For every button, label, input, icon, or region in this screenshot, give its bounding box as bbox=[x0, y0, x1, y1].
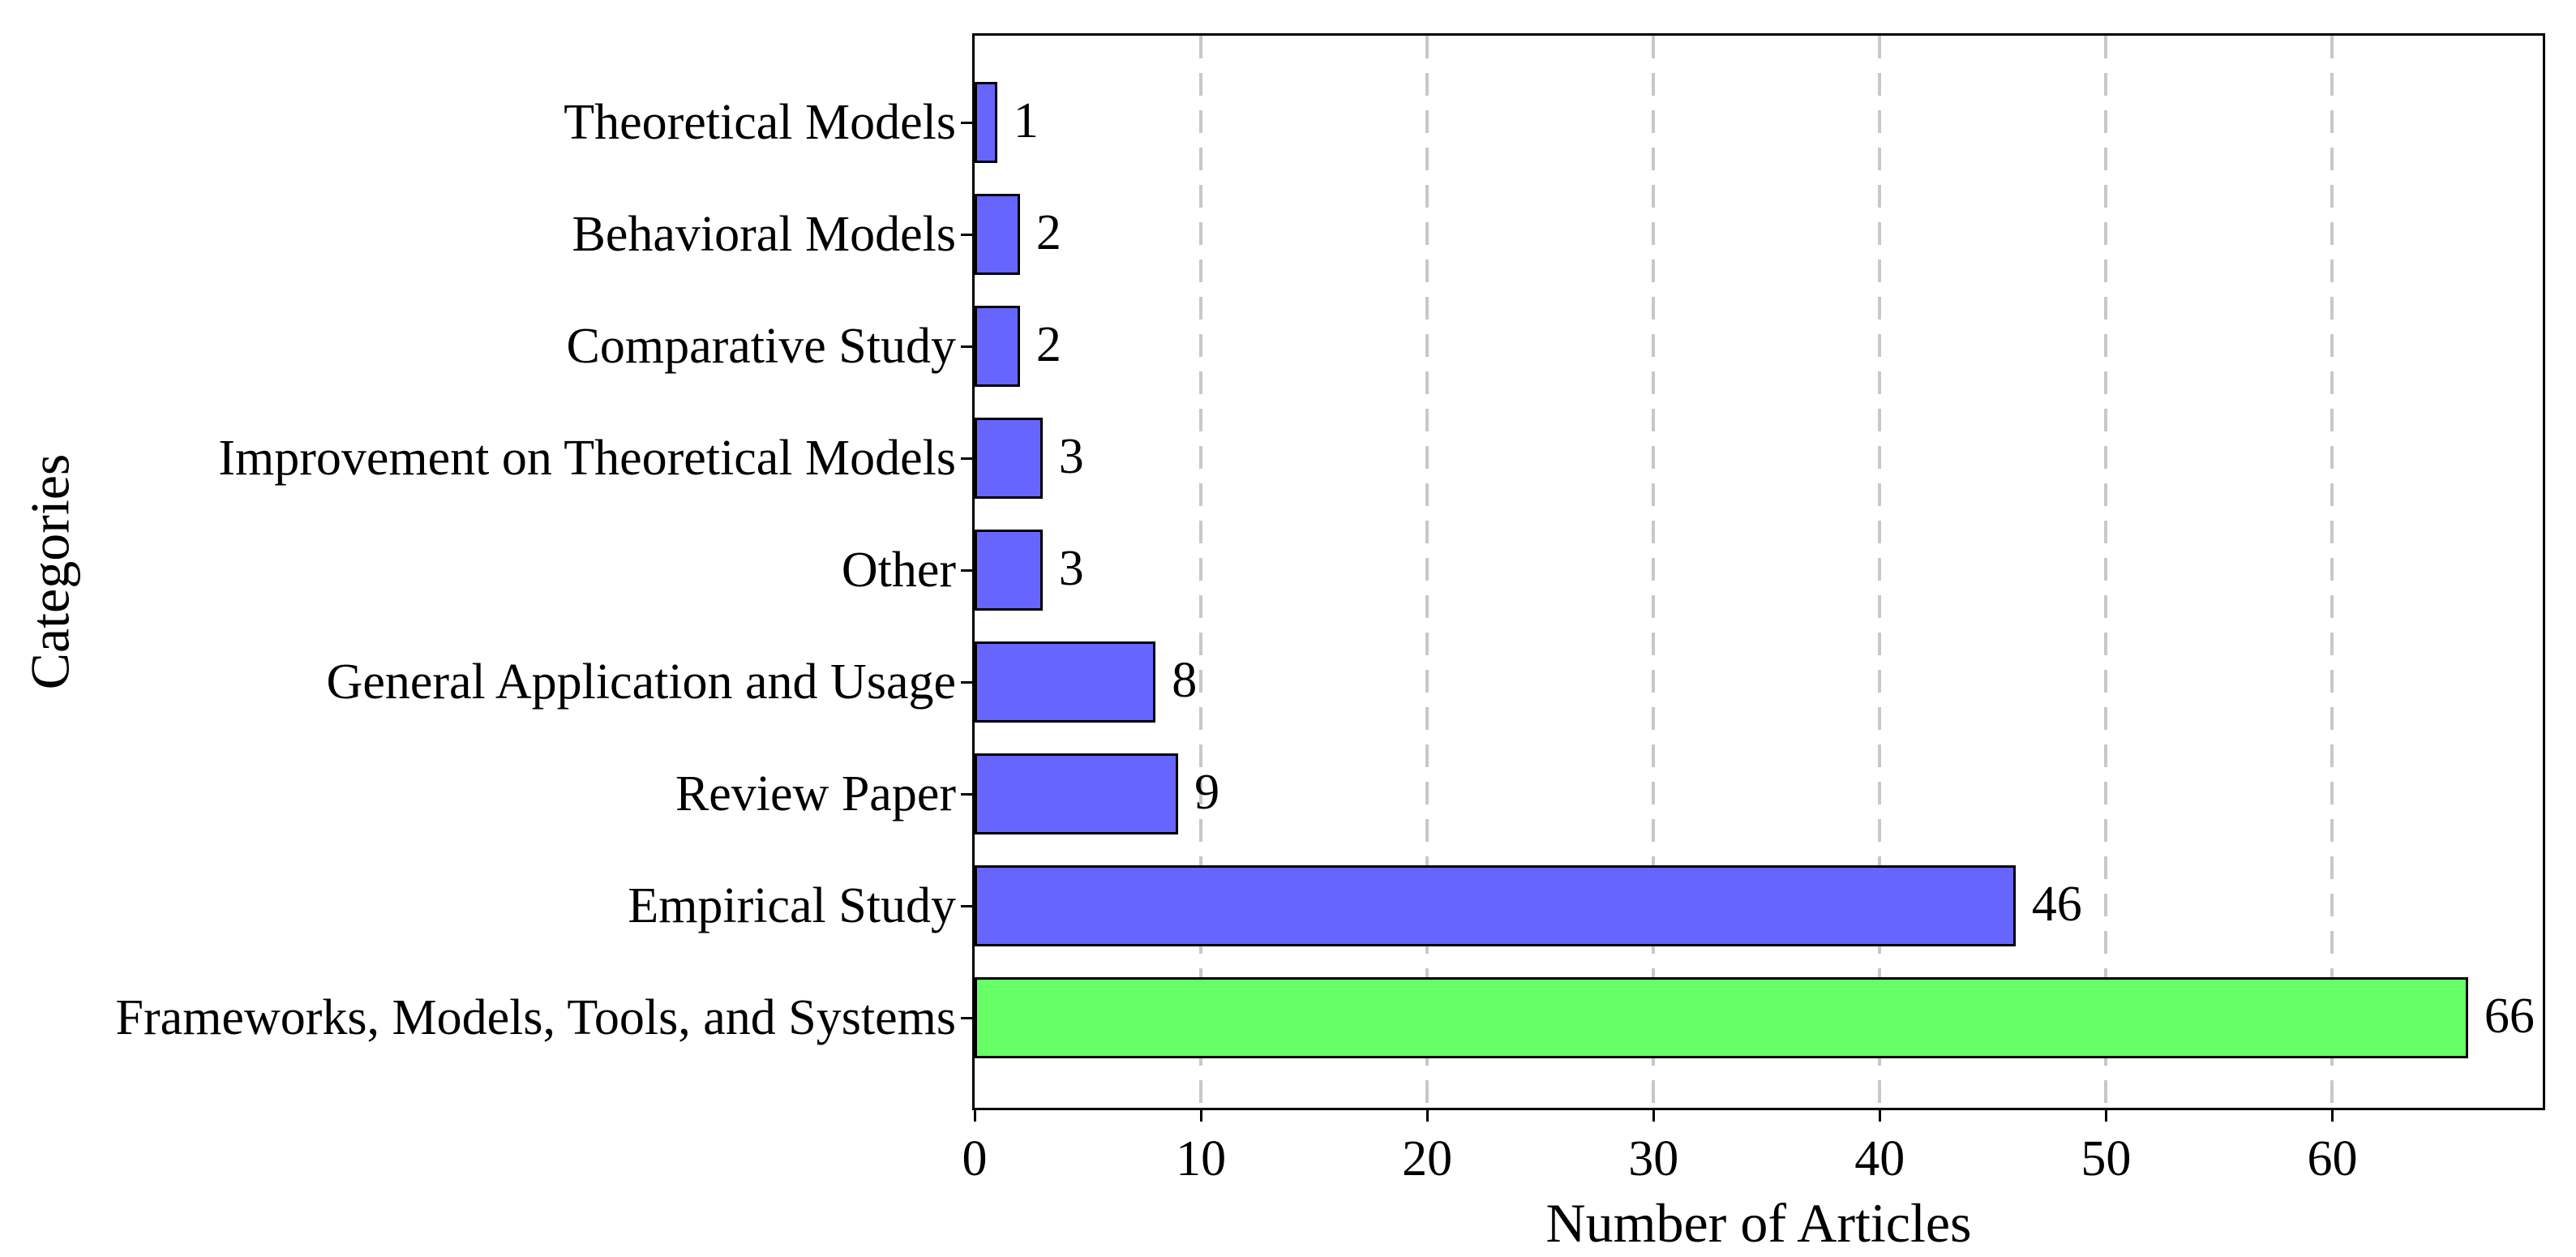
y-tick-mark-2 bbox=[961, 345, 972, 348]
y-tick-mark-0 bbox=[961, 121, 972, 124]
category-tick-label-2: Comparative Study bbox=[566, 319, 956, 374]
bar-value-label-3: 3 bbox=[1058, 429, 1084, 484]
category-tick-label-8: Frameworks, Models, Tools, and Systems bbox=[115, 990, 956, 1045]
x-tick-label-50: 50 bbox=[2081, 1131, 2132, 1186]
gridline-x-40 bbox=[1878, 36, 1882, 1108]
bar-value-label-5: 8 bbox=[1172, 653, 1198, 708]
bar-value-label-0: 1 bbox=[1013, 93, 1039, 148]
category-tick-label-5: General Application and Usage bbox=[326, 654, 956, 710]
x-tick-mark-50 bbox=[2104, 1110, 2107, 1122]
y-tick-mark-8 bbox=[961, 1016, 972, 1019]
bar-value-label-7: 46 bbox=[2031, 877, 2082, 932]
x-tick-label-10: 10 bbox=[1176, 1131, 1227, 1186]
x-tick-label-20: 20 bbox=[1402, 1131, 1453, 1186]
x-tick-mark-30 bbox=[1652, 1110, 1655, 1122]
bar-value-label-4: 3 bbox=[1058, 541, 1084, 596]
bar-1 bbox=[975, 194, 1020, 275]
bar-6 bbox=[975, 753, 1179, 834]
x-tick-label-30: 30 bbox=[1628, 1131, 1679, 1186]
y-tick-mark-5 bbox=[961, 680, 972, 684]
x-tick-mark-0 bbox=[973, 1110, 976, 1122]
category-tick-label-4: Other bbox=[841, 543, 956, 598]
bar-7 bbox=[975, 865, 2016, 946]
y-tick-mark-3 bbox=[961, 457, 972, 460]
bar-4 bbox=[975, 530, 1043, 611]
plot-area: 1 2 2 3 3 8 9 46 66 bbox=[975, 36, 2543, 1108]
gridline-x-10 bbox=[1199, 36, 1203, 1108]
x-tick-label-60: 60 bbox=[2307, 1131, 2358, 1186]
category-tick-label-1: Behavioral Models bbox=[572, 207, 956, 262]
y-tick-mark-1 bbox=[961, 233, 972, 236]
category-tick-label-0: Theoretical Models bbox=[564, 95, 956, 150]
x-tick-mark-20 bbox=[1425, 1110, 1429, 1122]
category-tick-label-3: Improvement on Theoretical Models bbox=[218, 431, 956, 486]
bar-value-label-6: 9 bbox=[1194, 765, 1220, 820]
bar-0 bbox=[975, 82, 997, 163]
category-tick-label-6: Review Paper bbox=[675, 766, 956, 822]
bar-3 bbox=[975, 418, 1043, 499]
gridline-x-30 bbox=[1652, 36, 1656, 1108]
x-tick-mark-10 bbox=[1199, 1110, 1202, 1122]
gridline-x-20 bbox=[1425, 36, 1429, 1108]
y-tick-mark-4 bbox=[961, 568, 972, 572]
y-tick-mark-6 bbox=[961, 792, 972, 796]
bar-8 bbox=[975, 977, 2468, 1058]
category-tick-label-7: Empirical Study bbox=[628, 878, 956, 933]
x-tick-label-40: 40 bbox=[1854, 1131, 1905, 1186]
gridline-x-50 bbox=[2104, 36, 2108, 1108]
x-axis-label: Number of Articles bbox=[1545, 1192, 1972, 1254]
x-tick-label-0: 0 bbox=[962, 1131, 988, 1186]
gridline-x-60 bbox=[2330, 36, 2334, 1108]
bar-value-label-2: 2 bbox=[1035, 317, 1061, 372]
axes: 1 2 2 3 3 8 9 46 66 bbox=[972, 33, 2545, 1110]
y-tick-mark-7 bbox=[961, 904, 972, 907]
bar-value-label-8: 66 bbox=[2484, 989, 2535, 1044]
bar-5 bbox=[975, 641, 1156, 723]
x-tick-mark-40 bbox=[1878, 1110, 1881, 1122]
bar-value-label-1: 2 bbox=[1035, 205, 1061, 260]
bar-2 bbox=[975, 306, 1020, 387]
x-tick-mark-60 bbox=[2330, 1110, 2334, 1122]
